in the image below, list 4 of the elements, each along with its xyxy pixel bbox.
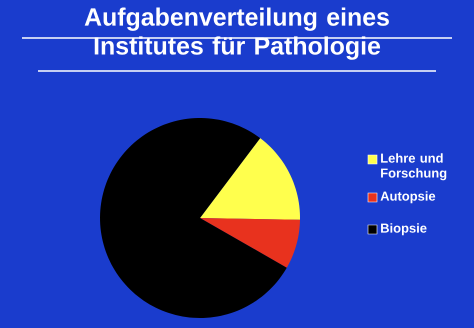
legend-label: Lehre und Forschung (381, 153, 446, 180)
legend-label: Autopsie (380, 191, 436, 204)
chart-title: Aufgabenverteilung eines Institutes für Pathologie (84, 8, 389, 60)
legend-label: Biopsie (381, 223, 427, 236)
